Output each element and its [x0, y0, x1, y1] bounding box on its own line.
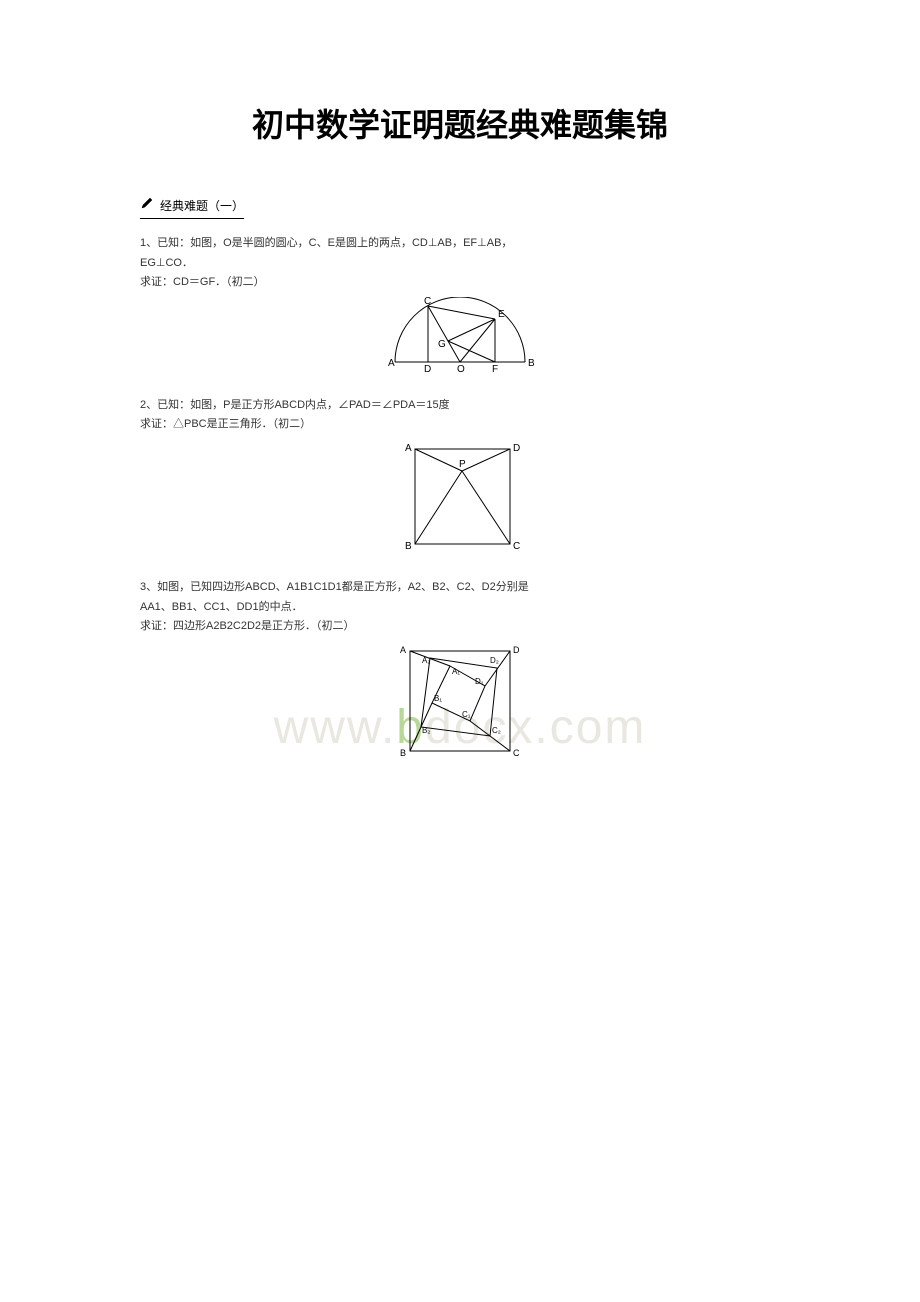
svg-text:A: A [388, 358, 395, 369]
svg-text:P: P [459, 459, 466, 470]
problem-3: 3、如图，已知四边形ABCD、A1B1C1D1都是正方形，A2、B2、C2、D2… [140, 579, 780, 766]
svg-text:G: G [438, 339, 446, 350]
svg-text:B₁: B₁ [434, 694, 442, 703]
svg-text:B: B [405, 541, 412, 552]
problem-text: 1、已知：如图，O是半圆的圆心，C、E是圆上的两点，CD⊥AB，EF⊥AB， [140, 235, 780, 253]
svg-text:A₁: A₁ [452, 667, 460, 676]
svg-text:C: C [513, 541, 520, 552]
svg-text:O: O [457, 364, 465, 375]
diagram-1: A B C D E F G O [140, 297, 780, 382]
pencil-icon [140, 196, 154, 215]
section-title: 经典难题（一） [160, 197, 244, 214]
svg-text:C: C [513, 748, 520, 758]
svg-text:D₁: D₁ [475, 677, 484, 686]
svg-text:B₂: B₂ [422, 726, 430, 735]
diagram-3: A D B C A₁ D₁ B₁ C₁ A₂ D₂ B₂ C₂ [140, 641, 780, 766]
svg-text:D: D [513, 443, 520, 454]
diagram-2: A D B C P [140, 439, 780, 564]
problem-text: 2、已知：如图，P是正方形ABCD内点，∠PAD＝∠PDA＝15度 [140, 397, 780, 415]
svg-text:D: D [424, 364, 431, 375]
problem-text: EG⊥CO． [140, 255, 780, 273]
problem-text: 3、如图，已知四边形ABCD、A1B1C1D1都是正方形，A2、B2、C2、D2… [140, 579, 780, 597]
svg-text:F: F [492, 364, 498, 375]
svg-text:E: E [498, 309, 505, 320]
problem-text: AA1、BB1、CC1、DD1的中点． [140, 599, 780, 617]
svg-text:D: D [513, 645, 520, 655]
svg-text:B: B [528, 358, 535, 369]
main-title: 初中数学证明题经典难题集锦 [140, 100, 780, 146]
svg-text:C₁: C₁ [462, 710, 471, 719]
svg-text:A: A [405, 443, 412, 454]
svg-text:B: B [400, 748, 406, 758]
svg-text:D₂: D₂ [490, 656, 499, 665]
svg-text:A₂: A₂ [422, 656, 430, 665]
problem-2: 2、已知：如图，P是正方形ABCD内点，∠PAD＝∠PDA＝15度 求证：△PB… [140, 397, 780, 564]
problem-text: 求证：CD＝GF．（初二） [140, 274, 780, 292]
svg-text:A: A [400, 645, 406, 655]
svg-text:C₂: C₂ [492, 726, 501, 735]
problem-1: 1、已知：如图，O是半圆的圆心，C、E是圆上的两点，CD⊥AB，EF⊥AB， E… [140, 235, 780, 382]
page-content: 初中数学证明题经典难题集锦 经典难题（一） 1、已知：如图，O是半圆的圆心，C、… [0, 0, 920, 766]
svg-text:C: C [424, 297, 431, 307]
problem-text: 求证：△PBC是正三角形．（初二） [140, 416, 780, 434]
problem-text: 求证：四边形A2B2C2D2是正方形．（初二） [140, 618, 780, 636]
section-header: 经典难题（一） [140, 196, 244, 219]
